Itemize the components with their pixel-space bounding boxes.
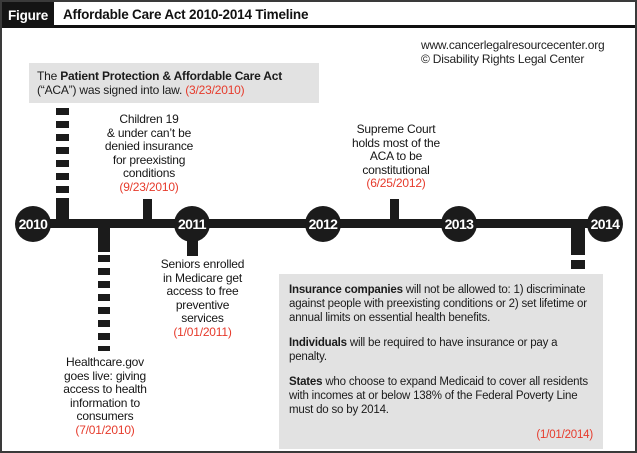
- mandates-individuals-bold: Individuals: [289, 337, 347, 349]
- aca-date: (3/23/2010): [185, 83, 245, 97]
- connector-seniors: [187, 240, 198, 256]
- credits-block: www.cancerlegalresourcecenter.org © Disa…: [421, 38, 605, 66]
- mandates-paragraph-individuals: Individuals will be required to have ins…: [289, 336, 593, 364]
- event-aca-signed-box: The Patient Protection & Affordable Care…: [29, 63, 319, 103]
- event-healthcare-gov-date: (7/01/2010): [75, 422, 135, 437]
- timeline-node-2012: 2012: [305, 206, 341, 242]
- event-healthcare-gov-text: Healthcare.gov goes live: giving access to…: [63, 355, 147, 423]
- mandates-states-rest: who choose to expand Medicaid to cover a…: [289, 376, 588, 416]
- event-mandates-2014-box: Insurance companies will not be allowed …: [279, 274, 603, 449]
- event-healthcare-gov-note: Healthcare.gov goes live: giving access to…: [47, 355, 163, 437]
- event-supreme-court-note: Supreme Court holds most of the ACA to be c…: [336, 122, 456, 191]
- figure-title: Affordable Care Act 2010-2014 Timeline: [63, 7, 309, 22]
- timeline-node-2013: 2013: [441, 206, 477, 242]
- mandates-individuals-rest: will be required to have insurance or pa…: [289, 337, 558, 363]
- event-supreme-court-text: Supreme Court holds most of the ACA to be c…: [352, 122, 440, 177]
- mandates-paragraph-insurance: Insurance companies will not be allowed …: [289, 283, 593, 325]
- connector-healthcare-dashed: [98, 255, 110, 351]
- mandates-insurance-rest: will not be allowed to: 1) discriminate …: [289, 284, 587, 324]
- timeline-node-2010: 2010: [15, 206, 51, 242]
- figure-header: Figure Affordable Care Act 2010-2014 Tim…: [2, 2, 635, 28]
- credits-copyright: © Disability Rights Legal Center: [421, 52, 585, 66]
- aca-text-pre: The: [37, 69, 61, 83]
- mandates-paragraph-states: States who choose to expand Medicaid to …: [289, 375, 593, 417]
- connector-aca-solid: [56, 198, 69, 223]
- timeline-node-2011: 2011: [174, 206, 210, 242]
- connector-supreme-court: [390, 199, 399, 223]
- event-children-text: Children 19 & under can’t be denied insura…: [104, 112, 194, 180]
- connector-children: [143, 199, 152, 223]
- event-children-note: Children 19 & under can’t be denied insura…: [89, 112, 209, 194]
- mandates-date: (1/01/2014): [536, 429, 593, 441]
- event-seniors-date: (1/01/2011): [173, 324, 232, 339]
- connector-aca-dashed: [56, 108, 69, 200]
- mandates-insurance-bold: Insurance companies: [289, 284, 403, 296]
- event-supreme-court-date: (6/25/2012): [366, 176, 426, 190]
- figure-label: Figure: [2, 2, 54, 28]
- connector-2014-dash: [571, 260, 585, 269]
- timeline-node-2014: 2014: [587, 206, 623, 242]
- aca-text-rest: (“ACA”) was signed into law.: [37, 83, 186, 97]
- event-seniors-note: Seniors enrolled in Medicare get access to…: [145, 257, 260, 339]
- mandates-states-bold: States: [289, 376, 323, 388]
- aca-text-bold: Patient Protection & Affordable Care Act: [60, 69, 283, 83]
- credits-website: www.cancerlegalresourcecenter.org: [421, 38, 605, 52]
- event-children-date: (9/23/2010): [119, 179, 179, 194]
- event-seniors-text: Seniors enrolled in Medicare get access to…: [160, 257, 245, 325]
- connector-healthcare-solid: [98, 224, 110, 252]
- mandates-date-line: (1/01/2014): [289, 428, 593, 442]
- connector-2014-solid: [571, 224, 585, 255]
